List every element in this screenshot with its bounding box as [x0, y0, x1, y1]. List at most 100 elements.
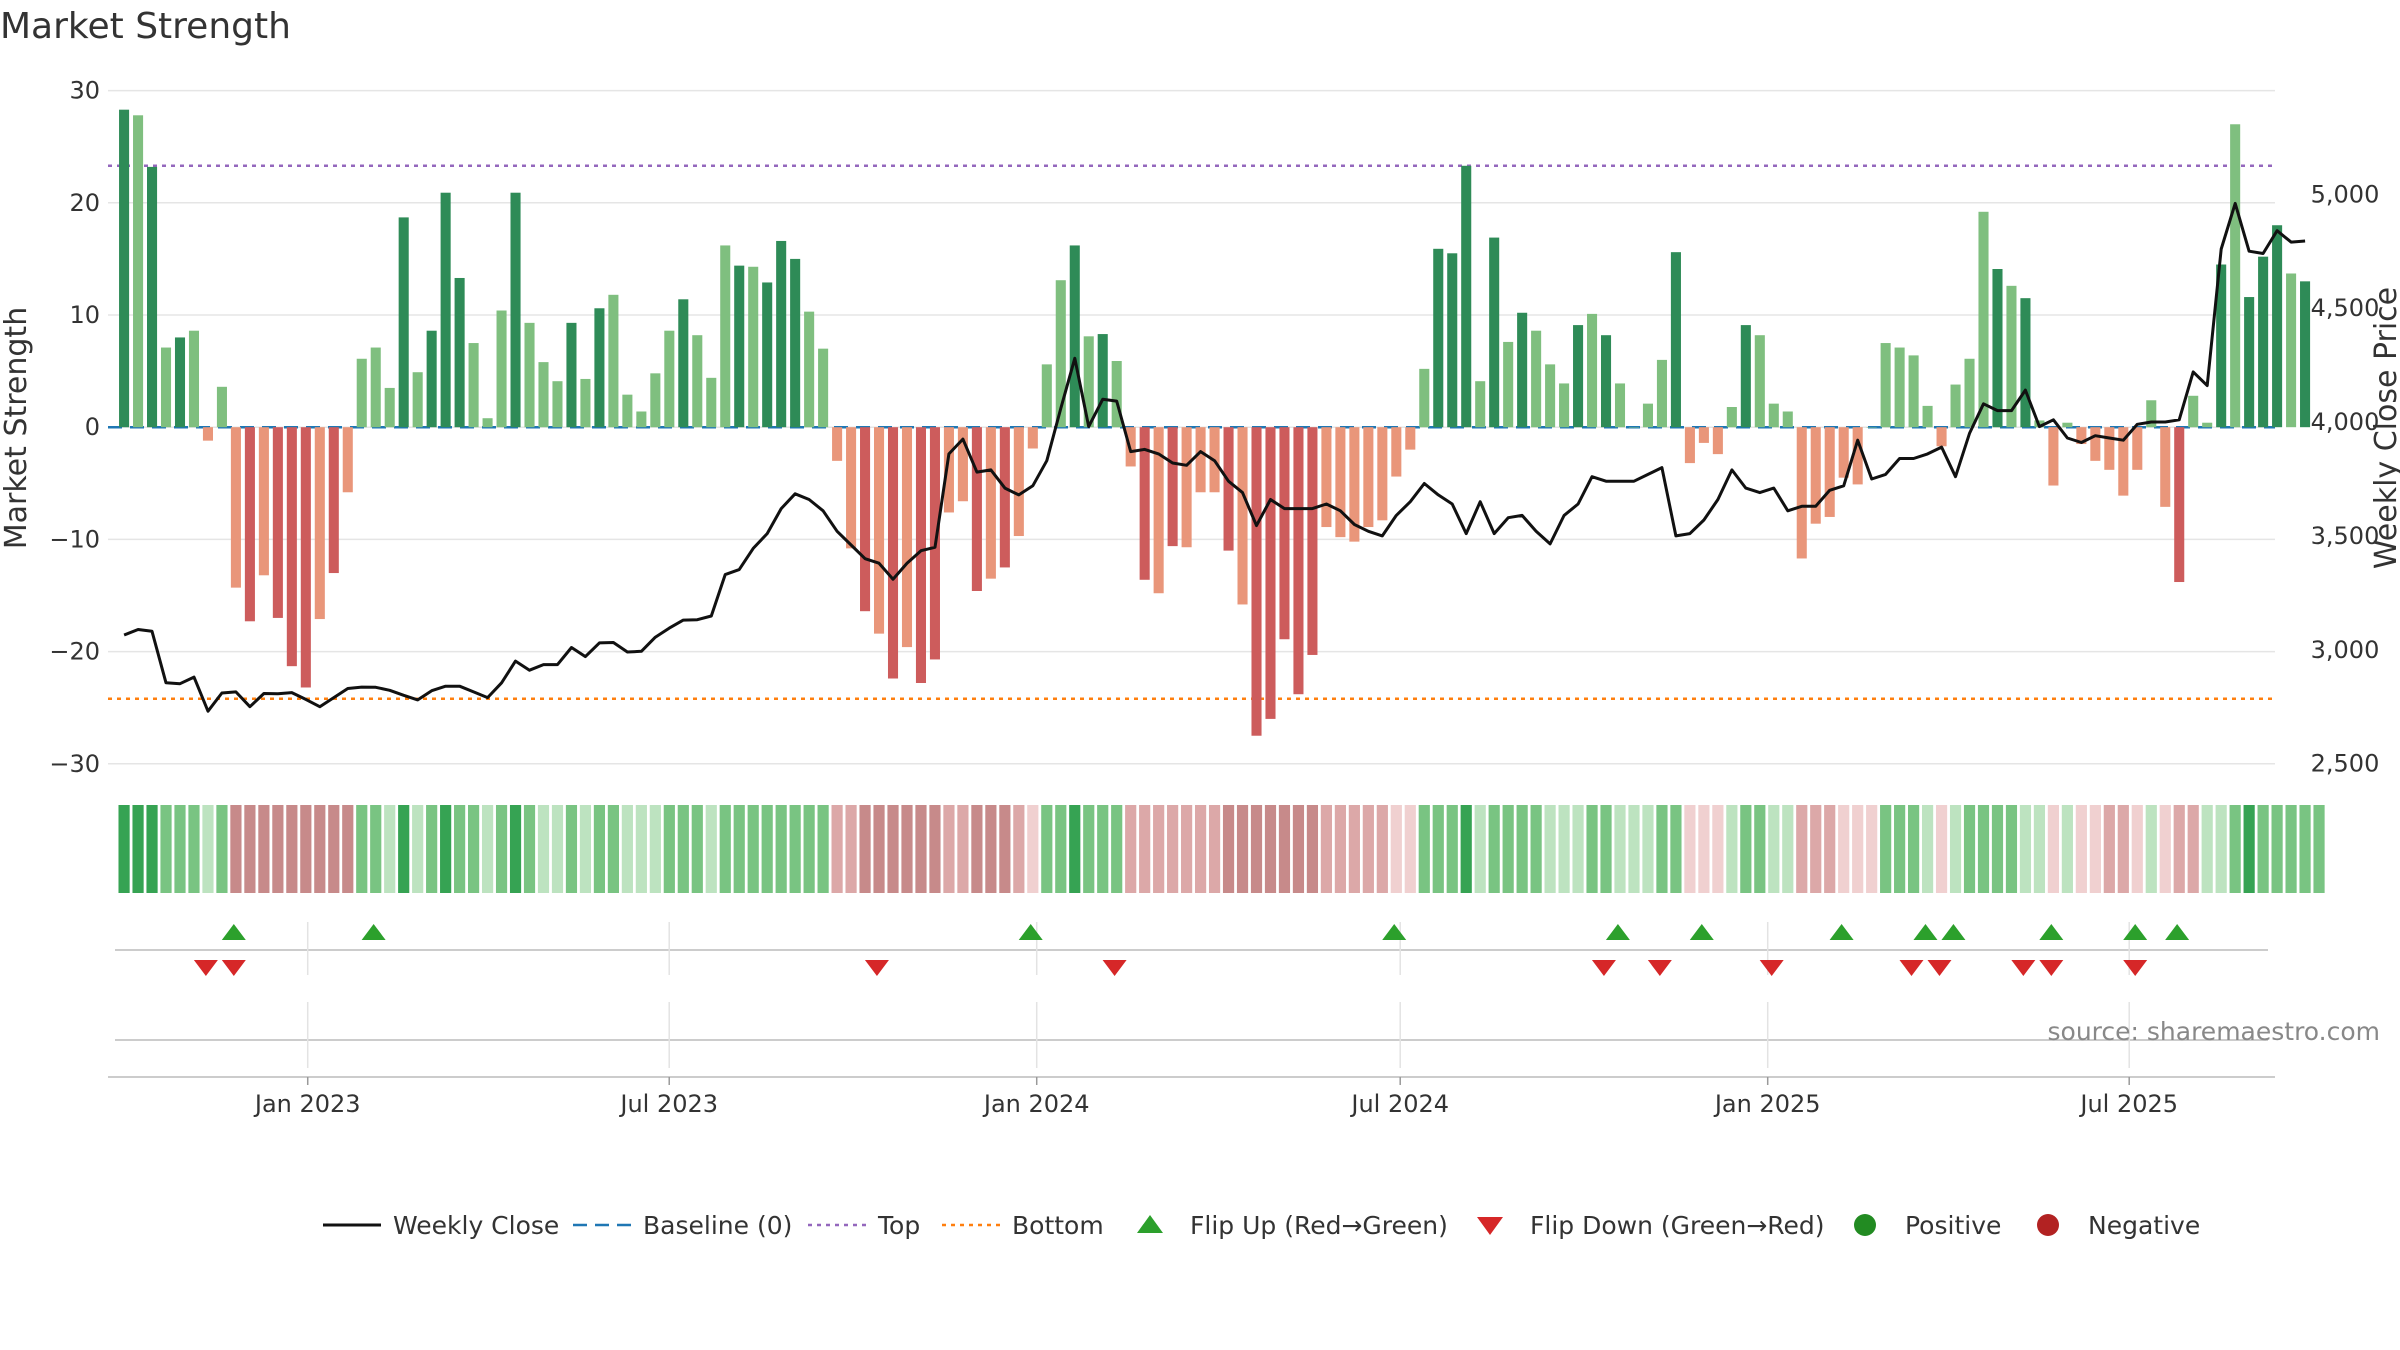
strength-bar — [398, 217, 409, 428]
strength-bar — [622, 394, 633, 428]
strength-bar — [538, 362, 549, 428]
strength-bar — [1405, 427, 1416, 450]
strength-bar — [1573, 325, 1584, 428]
strength-bar — [790, 258, 801, 428]
strip-cell — [1125, 805, 1137, 893]
strip-cell — [118, 805, 130, 893]
strip-cell — [1949, 805, 1962, 893]
y-tick-label: 10 — [69, 301, 100, 329]
strip-cell — [1181, 805, 1193, 893]
strength-bar — [1796, 427, 1807, 559]
strength-bar — [1754, 335, 1765, 428]
flip-up-marker — [1829, 924, 1854, 940]
strip-cell — [915, 805, 927, 893]
strength-bar — [328, 427, 339, 574]
strip-cell — [1810, 805, 1822, 893]
strip-cell — [733, 805, 745, 893]
flip-up-marker — [1941, 924, 1966, 940]
strength-bar — [174, 337, 186, 428]
strip-cell — [1139, 805, 1151, 893]
strength-bar — [1307, 427, 1318, 655]
strength-bar — [915, 427, 927, 683]
flip-down-marker — [1647, 960, 1672, 976]
strength-bar — [1489, 237, 1500, 428]
strip-cell — [607, 805, 619, 893]
strength-bar — [133, 115, 144, 428]
strip-cell — [537, 805, 550, 893]
flip-up-marker — [221, 924, 246, 940]
strip-cell — [188, 805, 200, 893]
strip-cell — [523, 805, 536, 893]
strip-cell — [1320, 805, 1333, 893]
strip-cell — [1404, 805, 1416, 893]
flip-up-marker — [1605, 924, 1630, 940]
strip-cell — [2313, 805, 2325, 893]
strip-cell — [1264, 805, 1277, 893]
strength-bar — [1069, 245, 1080, 428]
strip-cell — [495, 805, 508, 893]
strip-cell — [2047, 805, 2059, 893]
strip-cell — [1306, 805, 1319, 893]
strength-bar — [202, 427, 213, 441]
strip-cell — [2215, 805, 2227, 893]
y-tick-label: −10 — [49, 525, 100, 553]
flip-down-marker — [1899, 960, 1924, 976]
strip-cell — [1250, 805, 1263, 893]
strength-bar — [216, 386, 227, 428]
flip-up-marker — [2165, 924, 2190, 940]
strength-bar — [1866, 427, 1877, 428]
strength-bar — [1712, 427, 1723, 455]
strength-bar — [1461, 165, 1472, 428]
strength-bar — [1614, 383, 1626, 428]
strip-cell — [2187, 805, 2199, 893]
strip-cell — [454, 805, 466, 893]
strip-cell — [1656, 805, 1668, 893]
strip-cell — [1698, 805, 1710, 893]
legend-swatch-positive — [1854, 1214, 1876, 1236]
strip-cell — [2061, 805, 2073, 893]
strength-bar — [258, 427, 269, 576]
strip-cell — [1866, 805, 1878, 893]
y-axis-right: 5,000 4,500 4,000 3,500 3,000 2,500 — [2311, 180, 2380, 777]
strength-bar — [1041, 364, 1052, 428]
legend-label: Positive — [1905, 1211, 2001, 1240]
strip-cell — [1362, 805, 1374, 893]
y-tick-label: 30 — [69, 77, 100, 105]
strip-cell — [328, 805, 340, 893]
strip-cell — [663, 805, 675, 893]
strength-bar — [1027, 427, 1038, 449]
strength-bar — [244, 427, 255, 622]
strength-bar — [678, 299, 689, 428]
strength-bar — [1139, 427, 1150, 580]
strip-cell — [887, 805, 899, 893]
strength-bar — [1824, 427, 1835, 517]
strength-bar — [1978, 211, 1989, 428]
strip-cell — [1544, 805, 1556, 893]
strength-bar — [1782, 411, 1793, 428]
strength-bar — [426, 330, 437, 428]
strip-cell — [356, 805, 368, 893]
strip-cell — [2033, 805, 2046, 893]
legend: Weekly Close Baseline (0) Top Bottom Flip Up… — [323, 1211, 2200, 1240]
flip-down-marker — [2011, 960, 2036, 976]
strip-cell — [649, 805, 661, 893]
strip-cell — [1894, 805, 1906, 893]
flip-down-marker — [1102, 960, 1127, 976]
strip-cell — [1153, 805, 1165, 893]
strength-bar — [1055, 280, 1066, 428]
flip-up-marker — [1689, 924, 1714, 940]
strip-cell — [1167, 805, 1179, 893]
strip-cell — [761, 805, 773, 893]
strength-bar — [873, 427, 885, 634]
strength-bar — [832, 427, 843, 461]
strip-cell — [1977, 805, 1990, 893]
flip-down-marker — [864, 960, 889, 976]
strength-bar — [734, 265, 745, 428]
strip-cell — [1670, 805, 1682, 893]
strength-bar — [2020, 298, 2031, 428]
strength-bar — [1852, 427, 1863, 485]
strength-heat-strip — [118, 805, 2325, 893]
strip-cell — [272, 805, 284, 893]
strength-bar — [496, 310, 507, 428]
strip-cell — [621, 805, 633, 893]
